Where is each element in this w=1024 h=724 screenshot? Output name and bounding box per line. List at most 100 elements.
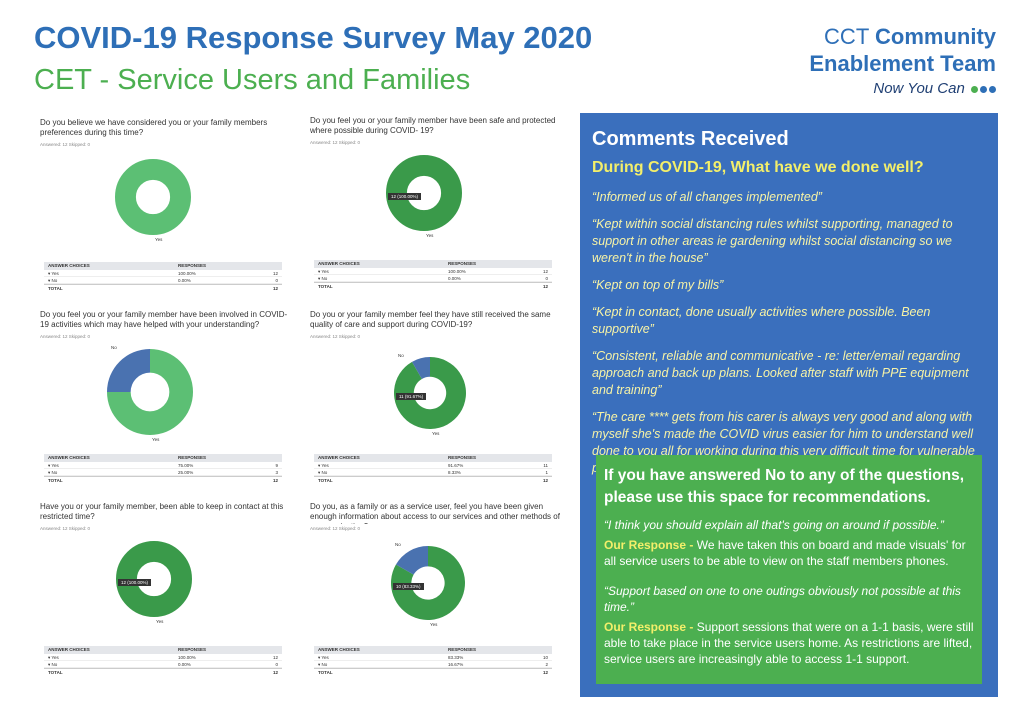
survey-question: Do you feel you or your family member ha… <box>310 116 556 135</box>
response-counts: Answered: 12 Skipped: 0 <box>310 140 361 145</box>
table-row: ▾ Yes 91.67% 11 <box>314 462 552 469</box>
table-total: TOTAL 12 <box>44 668 282 676</box>
comments-heading: Comments Received <box>592 128 789 150</box>
table-row: ▾ Yes 100.00% 12 <box>44 270 282 277</box>
comments-subheading: During COVID-19, What have we done well? <box>592 159 924 176</box>
response-table: ANSWER CHOICES RESPONSES ▾ Yes 75.00% 9 ▾ No 2… <box>44 454 282 484</box>
slice-label-no: No <box>111 345 117 350</box>
table-row: ▾ Yes 75.00% 9 <box>44 462 282 469</box>
donut-chart <box>391 546 465 620</box>
response-counts: Answered: 12 Skipped: 0 <box>40 142 91 147</box>
survey-panel: Have you or your family member, been abl… <box>40 502 290 534</box>
donut-chart <box>107 349 193 435</box>
table-header: ANSWER CHOICES RESPONSES <box>44 262 282 270</box>
recommendation-quote: “Support based on one to one outings obv… <box>604 584 961 614</box>
logo-cct: CCT <box>824 24 869 49</box>
slice-label-yes: Yes <box>155 237 163 242</box>
logo-community: Community <box>875 24 996 49</box>
table-total: TOTAL 12 <box>44 284 282 292</box>
table-row: ▾ No 0.00% 0 <box>44 661 282 668</box>
slice-tooltip: 10 (83.33%) <box>393 583 424 590</box>
comment-item: “Consistent, reliable and communicative … <box>592 349 969 397</box>
comment-item: “The care **** gets from his carer is al… <box>592 410 975 475</box>
survey-panel: Do you or your family member feel they h… <box>310 310 560 342</box>
cct-logo: CCT Community Enablement Team Now You Ca… <box>809 24 996 100</box>
slice-label-no: No <box>395 542 401 547</box>
table-total: TOTAL 12 <box>314 476 552 484</box>
response-counts: Answered: 12 Skipped: 0 <box>310 334 361 339</box>
survey-panel: Do you believe we have considered you or… <box>40 118 290 150</box>
response-counts: Answered: 12 Skipped: 0 <box>40 526 91 531</box>
slice-label-yes: Yes <box>430 622 438 627</box>
slice-tooltip: 11 (91.67%) <box>396 393 427 400</box>
donut-slice-no <box>412 357 430 379</box>
donut-slice-no <box>395 546 428 575</box>
survey-question: Do you, as a family or as a service user… <box>310 502 560 524</box>
survey-question: Do you feel you or your family member ha… <box>40 310 288 329</box>
logo-dot-icon <box>980 85 987 93</box>
donut-chart <box>394 357 466 429</box>
recommendations-heading: If you have answered No to any of the qu… <box>604 467 965 506</box>
survey-panel: Do you feel you or your family member ha… <box>40 310 290 342</box>
response-label: Our Response - <box>604 620 694 634</box>
table-total: TOTAL 12 <box>44 476 282 484</box>
response-table: ANSWER CHOICES RESPONSES ▾ Yes 100.00% 12 ▾ N… <box>44 262 282 292</box>
comment-item: “Kept within social distancing rules whi… <box>592 217 953 265</box>
survey-panel: Do you, as a family or as a service user… <box>310 502 560 534</box>
comment-item: “Kept in contact, done usually activitie… <box>592 305 931 336</box>
slice-tooltip: 12 (100.00%) <box>118 579 152 586</box>
slice-label-no: No <box>398 353 404 358</box>
table-header: ANSWER CHOICES RESPONSES <box>44 454 282 462</box>
recommendations-box: If you have answered No to any of the qu… <box>596 455 982 684</box>
donut-slice-yes <box>394 357 466 429</box>
donut-slice-yes <box>115 159 191 235</box>
survey-question: Have you or your family member, been abl… <box>40 502 284 521</box>
response-table: ANSWER CHOICES RESPONSES ▾ Yes 100.00% 12 ▾ N… <box>44 646 282 676</box>
logo-enablement-team: Enablement Team <box>809 51 996 76</box>
table-row: ▾ No 25.00% 3 <box>44 469 282 476</box>
response-table: ANSWER CHOICES RESPONSES ▾ Yes 91.67% 11 ▾ No… <box>314 454 552 484</box>
recommendation-quote: “I think you should explain all that's g… <box>604 518 944 532</box>
table-row: ▾ No 0.00% 0 <box>44 277 282 284</box>
table-header: ANSWER CHOICES RESPONSES <box>314 646 552 654</box>
donut-chart <box>115 159 191 235</box>
slice-label-yes: Yes <box>426 233 434 238</box>
response-table: ANSWER CHOICES RESPONSES ▾ Yes 83.33% 10 ▾ No… <box>314 646 552 676</box>
response-counts: Answered: 12 Skipped: 0 <box>310 526 361 531</box>
recommendation-response: Our Response - We have taken this on boa… <box>604 537 974 569</box>
logo-dot-icon <box>971 85 978 93</box>
donut-slice-no <box>107 349 150 392</box>
table-header: ANSWER CHOICES RESPONSES <box>314 454 552 462</box>
slice-tooltip: 12 (100.00%) <box>388 193 422 200</box>
table-header: ANSWER CHOICES RESPONSES <box>314 260 552 268</box>
recommendation-response: Our Response - Support sessions that wer… <box>604 619 974 667</box>
table-row: ▾ No 16.67% 2 <box>314 661 552 668</box>
table-row: ▾ No 8.33% 1 <box>314 469 552 476</box>
donut-slice-yes <box>391 546 465 620</box>
table-row: ▾ Yes 83.33% 10 <box>314 654 552 661</box>
comment-item: “Kept on top of my bills” <box>592 278 724 292</box>
slice-label-yes: Yes <box>156 619 164 624</box>
donut-slice-yes <box>107 349 193 435</box>
survey-question: Do you or your family member feel they h… <box>310 310 551 329</box>
page-subtitle: CET - Service Users and Families <box>34 64 471 96</box>
response-text: We have taken this on board and made vis… <box>604 538 966 568</box>
response-text: Support sessions that were on a 1-1 basi… <box>604 620 974 666</box>
response-table: ANSWER CHOICES RESPONSES ▾ Yes 100.00% 12 ▾ N… <box>314 260 552 290</box>
response-counts: Answered: 12 Skipped: 0 <box>40 334 91 339</box>
table-total: TOTAL 12 <box>314 282 552 290</box>
table-row: ▾ No 0.00% 0 <box>314 275 552 282</box>
slice-label-yes: Yes <box>152 437 160 442</box>
response-label: Our Response - <box>604 538 694 552</box>
table-header: ANSWER CHOICES RESPONSES <box>44 646 282 654</box>
page-title: COVID-19 Response Survey May 2020 <box>34 20 593 55</box>
slice-label-yes: Yes <box>432 431 440 436</box>
survey-panel: Do you feel you or your family member ha… <box>310 116 560 148</box>
survey-question: Do you believe we have considered you or… <box>40 118 268 137</box>
table-row: ▾ Yes 100.00% 12 <box>44 654 282 661</box>
table-total: TOTAL 12 <box>314 668 552 676</box>
logo-dot-icon <box>989 85 996 93</box>
table-row: ▾ Yes 100.00% 12 <box>314 268 552 275</box>
comment-item: “Informed us of all changes implemented” <box>592 190 822 204</box>
logo-tagline: Now You Can <box>873 80 965 97</box>
